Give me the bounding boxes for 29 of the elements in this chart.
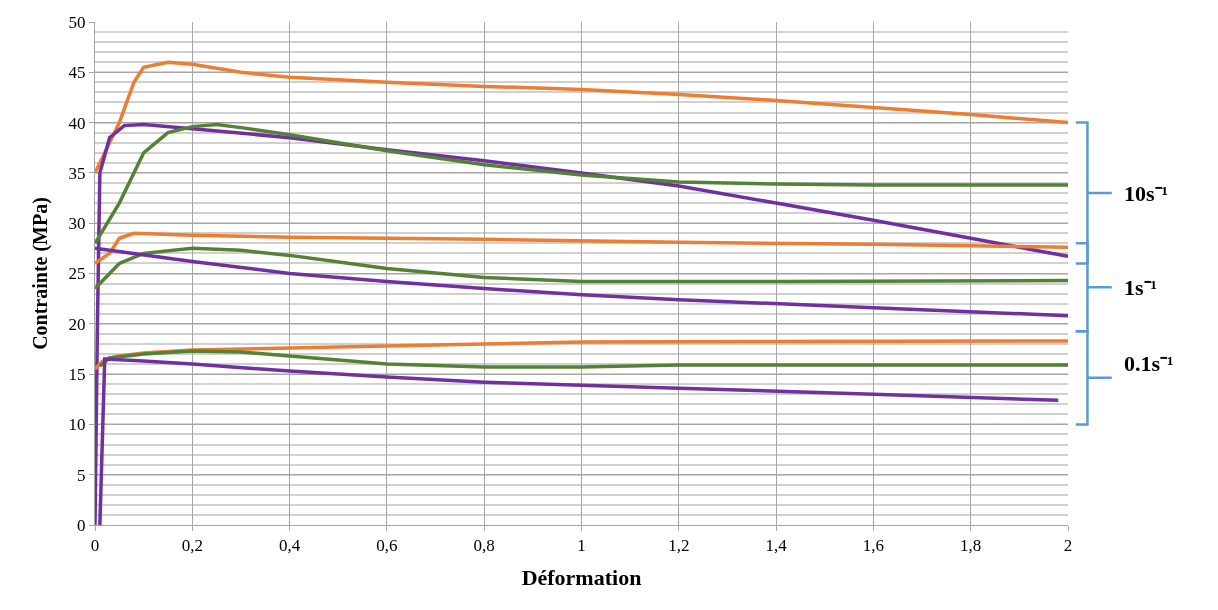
line-series: [98, 349, 1068, 369]
x-tick-label: 1,4: [765, 536, 788, 556]
x-tick-label: 0: [90, 536, 100, 556]
y-tick-label: 35: [68, 163, 86, 183]
x-tick-label: 0,8: [473, 536, 495, 556]
line-series: [95, 231, 1068, 266]
text: 0.1s⁻¹: [1124, 351, 1174, 376]
x-tick-label: 0,6: [376, 536, 398, 556]
y-tick-label: 40: [68, 113, 86, 133]
text: 1s⁻¹: [1124, 275, 1158, 300]
y-tick-label: 20: [68, 314, 86, 334]
x-tick-label: 1,8: [960, 536, 982, 556]
y-tick-label: 15: [68, 365, 86, 385]
x-tick-label: 0,2: [181, 536, 203, 556]
y-axis-title: Contrainte (MPa): [29, 197, 53, 350]
y-tick-label: 25: [68, 264, 86, 284]
y-tick-label: 45: [68, 63, 86, 83]
y-tick-label: 10: [68, 415, 86, 435]
text: 10s⁻¹: [1124, 181, 1169, 206]
x-axis-title: Déformation: [521, 565, 642, 591]
x-tick-label: 1,6: [862, 536, 885, 556]
x-tick-label: 0,4: [278, 536, 301, 556]
x-tick-label: 1: [577, 536, 586, 556]
y-tick-label: 5: [77, 465, 86, 485]
y-tick-label: 0: [77, 515, 86, 535]
x-tick-label: 2: [1063, 536, 1073, 556]
x-tick-label: 1,2: [668, 536, 690, 556]
y-tick-label: 50: [68, 12, 86, 32]
y-tick-label: 30: [68, 214, 86, 234]
